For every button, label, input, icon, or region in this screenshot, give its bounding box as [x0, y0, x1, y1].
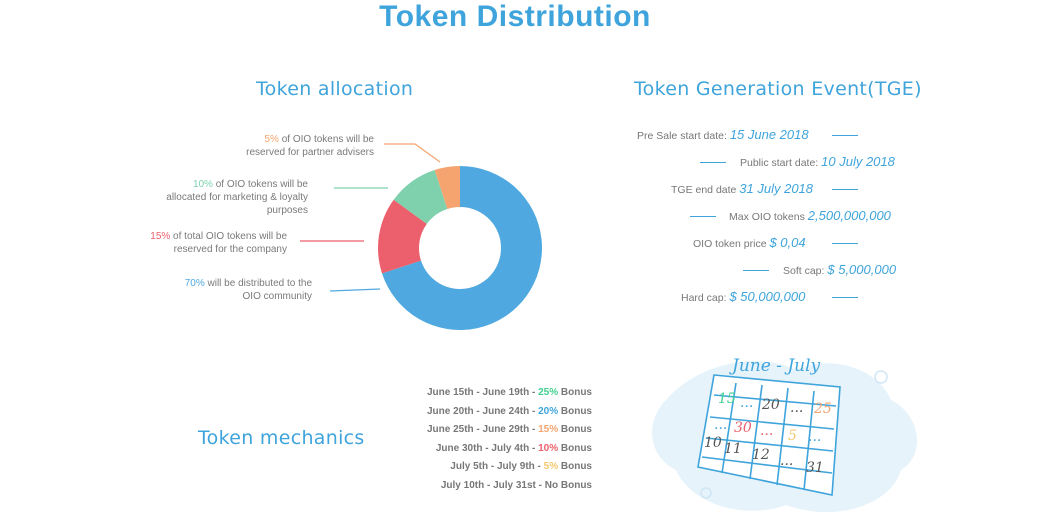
tge-row: TGE end date 31 July 2018	[671, 181, 813, 196]
mechanics-list: June 15th - June 19th - 25% Bonus June 20…	[380, 387, 592, 499]
allocation-text: reserved for the company	[173, 244, 287, 255]
mechanics-period: June 30th - July 4th -	[435, 442, 539, 454]
calendar-cell: ...	[790, 400, 803, 416]
tge-row-value: $ 50,000,000	[729, 289, 806, 304]
mechanics-period: July 5th - July 9th -	[450, 461, 544, 473]
calendar-cell: ...	[740, 395, 753, 411]
allocation-label-company: 15% of total OIO tokens will be reserved…	[110, 230, 287, 256]
tge-dash	[832, 189, 858, 190]
mechanics-row: July 10th - July 31st - No Bonus	[380, 480, 592, 499]
mechanics-bonus-label: Bonus	[558, 387, 592, 398]
allocation-text: allocated for marketing & loyalty	[166, 192, 308, 203]
leader-line-3	[329, 288, 381, 292]
mechanics-bonus-pct: 25%	[538, 387, 559, 398]
calendar-cell: 5	[788, 428, 797, 444]
tge-row: Hard cap: $ 50,000,000	[681, 289, 805, 304]
tge-row-value: $ 0,04	[769, 235, 806, 250]
calendar-cell: 31	[806, 460, 824, 476]
tge-row-value: 2,500,000,000	[807, 208, 891, 223]
tge-row: Max OIO tokens 2,500,000,000	[729, 208, 891, 223]
mechanics-bonus-label: Bonus	[558, 461, 592, 473]
calendar-cell: ...	[714, 417, 727, 433]
calendar-cell: 10	[704, 435, 722, 451]
allocation-donut-chart	[300, 143, 542, 330]
calendar-cell: 20	[761, 397, 780, 413]
mechanics-row: June 30th - July 4th - 10% Bonus	[380, 443, 592, 462]
tge-row-label: Max OIO tokens	[729, 211, 805, 223]
tge-row-label: Soft cap:	[783, 265, 825, 277]
calendar-illustration: June - July 15 ... 20 ... 25 ... 30 ... …	[652, 356, 918, 513]
tge-row-value: 15 June 2018	[729, 127, 809, 142]
tge-dash	[700, 162, 726, 163]
allocation-text: of OIO tokens will be	[212, 179, 308, 190]
donut-slice-0	[434, 166, 460, 210]
tge-dash	[832, 297, 858, 298]
mechanics-row: July 5th - July 9th - 5% Bonus	[380, 461, 592, 480]
calendar-cell: 15	[718, 391, 736, 407]
mechanics-row: June 15th - June 19th - 25% Bonus	[380, 387, 592, 406]
allocation-label-partner: 5% of OIO tokens will be reserved for pa…	[150, 133, 374, 159]
allocation-text: will be distributed to the	[204, 278, 312, 289]
mechanics-period: July 10th - July 31st -	[440, 479, 545, 491]
calendar-cell: ...	[808, 429, 821, 445]
allocation-label-community: 70% will be distributed to the OIO commu…	[120, 277, 312, 303]
calendar-heading: June - July	[729, 356, 821, 376]
tge-row: Pre Sale start date: 15 June 2018	[637, 127, 809, 142]
tge-row-value: 31 July 2018	[739, 181, 814, 196]
allocation-label-marketing: 10% of OIO tokens will be allocated for …	[110, 178, 308, 217]
mechanics-title: Token mechanics	[198, 427, 365, 449]
tge-dash	[690, 216, 716, 217]
allocation-text: of OIO tokens will be	[278, 134, 374, 145]
allocation-text: purposes	[266, 205, 308, 216]
mechanics-period: June 20th - June 24th -	[426, 405, 539, 417]
tge-row-label: Public start date:	[740, 157, 819, 169]
tge-row: Public start date: 10 July 2018	[740, 154, 895, 169]
donut-slice-1	[393, 170, 448, 224]
allocation-text: OIO community	[242, 291, 312, 302]
tge-row-value: $ 5,000,000	[827, 262, 897, 277]
mechanics-period: June 25th - June 29th -	[426, 424, 539, 436]
leader-line-0	[384, 143, 441, 163]
allocation-title: Token allocation	[256, 78, 414, 100]
tge-row-value: 10 July 2018	[821, 154, 895, 169]
tge-row: OIO token price $ 0,04	[693, 235, 806, 250]
tge-row-label: Pre Sale start date:	[637, 130, 727, 142]
tge-row-label: TGE end date	[671, 184, 737, 196]
allocation-text: of total OIO tokens will be	[170, 231, 287, 242]
mechanics-bonus-label: Bonus	[558, 405, 592, 417]
allocation-pct: 15%	[150, 231, 171, 242]
mechanics-bonus-label: Bonus	[558, 442, 592, 454]
mechanics-period: June 15th - June 19th -	[426, 387, 539, 398]
tge-dash	[743, 270, 769, 271]
mechanics-bonus-pct: 10%	[538, 442, 559, 454]
donut-slice-2	[378, 199, 427, 274]
page-title: Token Distribution	[379, 0, 651, 33]
tge-dash	[832, 135, 858, 136]
tge-row: Soft cap: $ 5,000,000	[783, 262, 896, 277]
allocation-pct: 10%	[192, 179, 213, 190]
mechanics-bonus-pct: 20%	[538, 405, 559, 417]
allocation-text: reserved for partner advisers	[246, 147, 374, 158]
allocation-pct: 70%	[184, 278, 205, 289]
calendar-cell: ...	[780, 453, 793, 469]
tge-dash	[832, 243, 858, 244]
calendar-cell: 25	[813, 401, 832, 417]
calendar-cell: ...	[760, 423, 773, 439]
mechanics-bonus-pct: 15%	[538, 424, 559, 436]
mechanics-row: June 25th - June 29th - 15% Bonus	[380, 424, 592, 443]
tge-title: Token Generation Event(TGE)	[634, 78, 922, 100]
mechanics-row: June 20th - June 24th - 20% Bonus	[380, 406, 592, 425]
mechanics-bonus-label: Bonus	[558, 424, 592, 436]
calendar-cell: 12	[752, 447, 770, 463]
tge-row-label: Hard cap:	[681, 292, 727, 304]
calendar-cell: 11	[724, 441, 742, 457]
mechanics-bonus-label: No Bonus	[544, 479, 592, 491]
calendar-cell: 30	[734, 420, 752, 436]
donut-slice-3	[382, 166, 542, 330]
mechanics-bonus-pct: 5%	[543, 461, 559, 473]
allocation-pct: 5%	[264, 134, 279, 145]
tge-row-label: OIO token price	[693, 238, 767, 250]
